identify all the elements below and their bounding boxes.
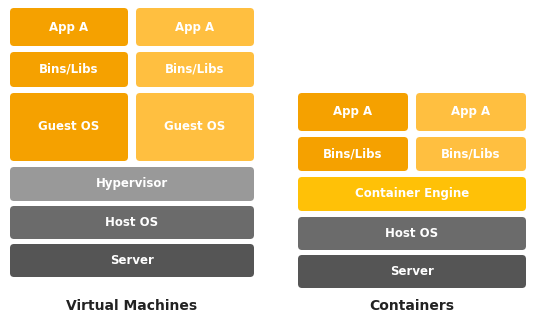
FancyBboxPatch shape [10,206,254,239]
FancyBboxPatch shape [10,52,128,87]
Text: Host OS: Host OS [106,216,158,229]
Text: Virtual Machines: Virtual Machines [67,299,197,313]
FancyBboxPatch shape [10,93,128,161]
Text: App A: App A [50,20,89,34]
FancyBboxPatch shape [298,177,526,211]
FancyBboxPatch shape [416,93,526,131]
Text: Hypervisor: Hypervisor [96,178,168,190]
FancyBboxPatch shape [298,217,526,250]
Text: Container Engine: Container Engine [355,187,469,201]
Text: Bins/Libs: Bins/Libs [39,63,99,76]
FancyBboxPatch shape [10,8,128,46]
FancyBboxPatch shape [10,167,254,201]
Text: Bins/Libs: Bins/Libs [323,148,383,160]
FancyBboxPatch shape [298,137,408,171]
FancyBboxPatch shape [298,93,408,131]
FancyBboxPatch shape [10,244,254,277]
Text: Bins/Libs: Bins/Libs [165,63,225,76]
FancyBboxPatch shape [136,52,254,87]
Text: App A: App A [452,106,491,118]
FancyBboxPatch shape [416,137,526,171]
Text: Containers: Containers [370,299,454,313]
Text: App A: App A [333,106,372,118]
FancyBboxPatch shape [136,93,254,161]
Text: Bins/Libs: Bins/Libs [441,148,500,160]
FancyBboxPatch shape [136,8,254,46]
Text: Guest OS: Guest OS [39,120,100,134]
Text: Guest OS: Guest OS [164,120,225,134]
Text: Server: Server [390,265,434,278]
Text: App A: App A [175,20,215,34]
Text: Host OS: Host OS [386,227,438,240]
FancyBboxPatch shape [298,255,526,288]
Text: Server: Server [110,254,154,267]
